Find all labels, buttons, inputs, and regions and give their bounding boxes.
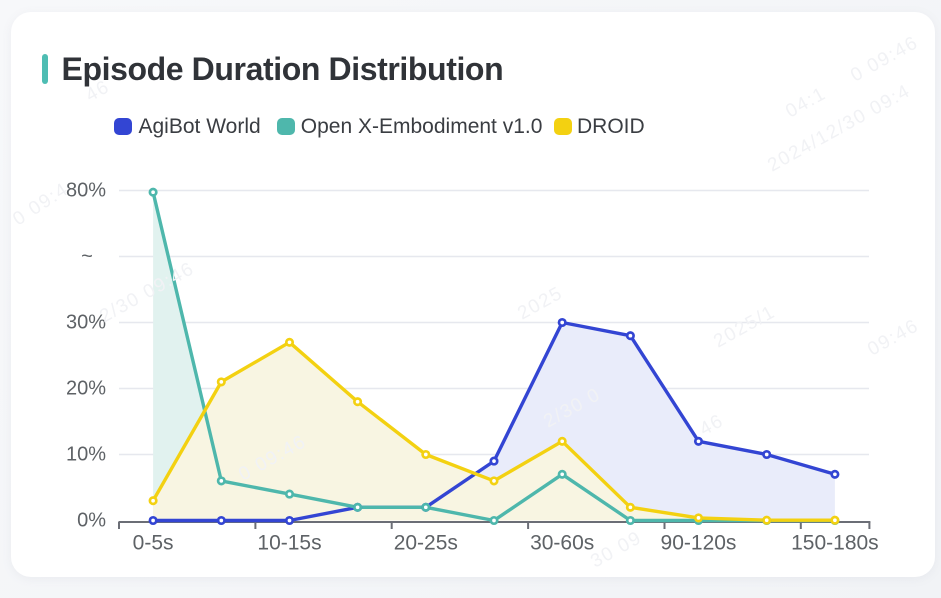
svg-text:0 09:4: 0 09:4	[9, 179, 72, 230]
svg-text:04:1: 04:1	[782, 83, 830, 122]
svg-text:46: 46	[82, 76, 113, 106]
svg-text:2025: 2025	[514, 283, 566, 325]
svg-text:0%: 0%	[77, 510, 106, 532]
svg-text:20-25s: 20-25s	[394, 532, 458, 555]
svg-text:20%: 20%	[66, 378, 106, 400]
svg-text:0-5s: 0-5s	[133, 532, 174, 555]
svg-text:30 09: 30 09	[587, 527, 645, 572]
svg-text:150-180s: 150-180s	[791, 532, 879, 555]
svg-text:10-15s: 10-15s	[257, 532, 321, 555]
svg-text:10%: 10%	[66, 444, 106, 466]
svg-text:46: 46	[696, 410, 727, 440]
svg-text:30%: 30%	[66, 312, 106, 334]
svg-text:0 09:46: 0 09:46	[847, 32, 922, 86]
svg-text:~: ~	[81, 246, 93, 268]
svg-text:2025/1: 2025/1	[710, 301, 779, 352]
svg-text:30-60s: 30-60s	[530, 532, 594, 555]
svg-text:09:46: 09:46	[864, 315, 922, 360]
svg-text:90-120s: 90-120s	[661, 532, 737, 555]
svg-text:80%: 80%	[66, 180, 106, 202]
svg-text:2024/12/30 09:4: 2024/12/30 09:4	[764, 81, 914, 177]
